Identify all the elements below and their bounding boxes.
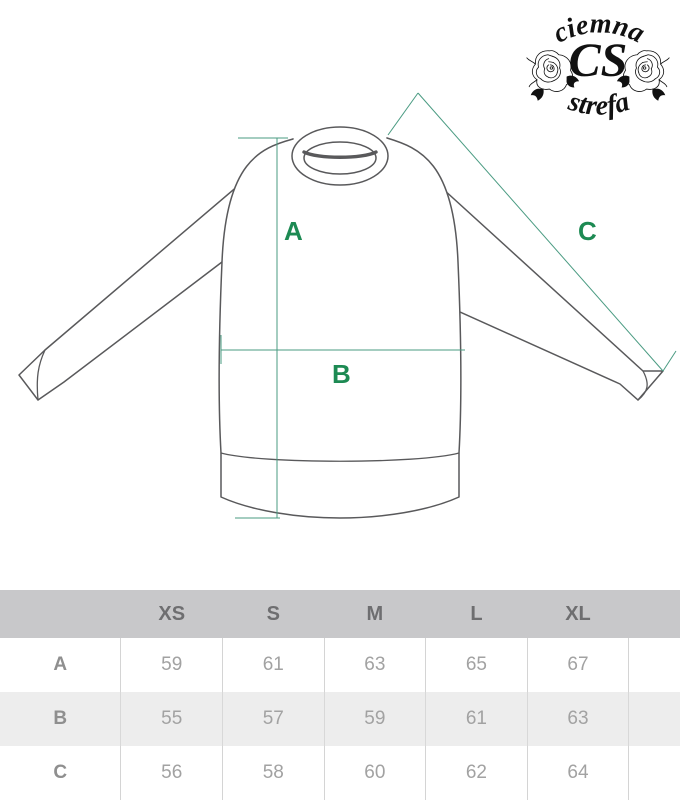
svg-text:B: B — [332, 359, 351, 389]
svg-text:C: C — [578, 216, 597, 246]
svg-text:A: A — [284, 216, 303, 246]
svg-text:strefa: strefa — [564, 86, 633, 122]
